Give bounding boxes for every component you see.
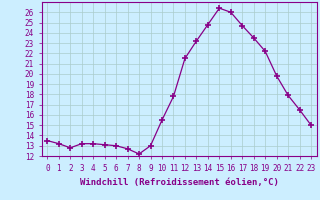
X-axis label: Windchill (Refroidissement éolien,°C): Windchill (Refroidissement éolien,°C) (80, 178, 279, 187)
